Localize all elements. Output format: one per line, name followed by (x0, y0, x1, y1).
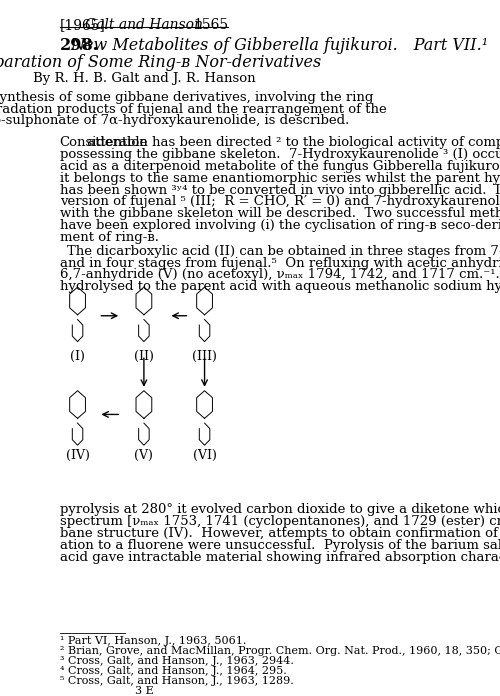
Text: ⁵ Cross, Galt, and Hanson, J., 1963, 1289.: ⁵ Cross, Galt, and Hanson, J., 1963, 128… (60, 676, 294, 686)
Text: Galt and Hanson: Galt and Hanson (85, 18, 203, 32)
Text: possessing the gibbane skeleton.  7-Hydroxykaurenolide ³ (I) occurs along with g: possessing the gibbane skeleton. 7-Hydro… (60, 148, 500, 161)
Text: ¹ Part VI, Hanson, J., 1963, 5061.: ¹ Part VI, Hanson, J., 1963, 5061. (60, 636, 246, 647)
Text: hydrolysed to the parent acid with aqueous methanolic sodium hydroxide whilst on: hydrolysed to the parent acid with aqueo… (60, 280, 500, 293)
Text: 6,7-anhydride (V) (no acetoxyl), νₘₐₓ 1794, 1742, and 1717 cm.⁻¹.  The anhydride: 6,7-anhydride (V) (no acetoxyl), νₘₐₓ 17… (60, 269, 500, 281)
Text: (III): (III) (192, 350, 217, 363)
Text: pyrolysis at 280° it evolved carbon dioxide to give a diketone which, from its i: pyrolysis at 280° it evolved carbon diox… (60, 503, 500, 516)
Text: ² Brian, Grove, and MacMillan, Progr. Chem. Org. Nat. Prod., 1960, 18, 350; Grov: ² Brian, Grove, and MacMillan, Progr. Ch… (60, 647, 500, 656)
Text: (IV): (IV) (66, 449, 90, 462)
Text: spectrum [νₘₐₓ 1753, 1741 (cyclopentanones), and 1729 (ester) cm.⁻¹], must have : spectrum [νₘₐₓ 1753, 1741 (cyclopentanon… (60, 515, 500, 528)
Text: ation to a fluorene were unsuccessful.  Pyrolysis of the barium salt of the dica: ation to a fluorene were unsuccessful. P… (60, 539, 500, 552)
Text: 298.: 298. (60, 38, 99, 54)
Text: closure of degradation products of fujenal and the rearrangement of the: closure of degradation products of fujen… (0, 102, 387, 116)
Text: (V): (V) (134, 449, 154, 462)
Text: it belongs to the same enantiomorphic series whilst the parent hydrocarbon, (−)-: it belongs to the same enantiomorphic se… (60, 172, 500, 184)
Text: ment of ring-ʙ.: ment of ring-ʙ. (60, 231, 158, 244)
Text: acid gave intractable material showing infrared absorption characteristic of a f: acid gave intractable material showing i… (60, 551, 500, 564)
Text: and in four stages from fujenal.⁵  On refluxing with acetic anhydride it formed : and in four stages from fujenal.⁵ On ref… (60, 257, 500, 269)
Text: [1965]: [1965] (60, 18, 106, 32)
Text: New Metabolites of Gibberella fujikuroi. Part VII.¹ The: New Metabolites of Gibberella fujikuroi.… (70, 38, 500, 54)
Text: bane structure (IV).  However, attempts to obtain confirmation of this by dehydr: bane structure (IV). However, attempts t… (60, 527, 500, 540)
Text: ³ Cross, Galt, and Hanson, J., 1963, 2944.: ³ Cross, Galt, and Hanson, J., 1963, 294… (60, 656, 294, 666)
Text: (I): (I) (70, 350, 85, 363)
Text: has been shown ³ʸ⁴ to be converted in vivo into gibberellic acid.  In this Paper: has been shown ³ʸ⁴ to be converted in vi… (60, 184, 500, 196)
Text: The dicarboxylic acid (II) can be obtained in three stages from 7-hydroxykaureno: The dicarboxylic acid (II) can be obtain… (66, 245, 500, 258)
Text: Considerable: Considerable (60, 136, 148, 149)
Text: The partial synthesis of some gibbane derivatives, involving the ring: The partial synthesis of some gibbane de… (0, 90, 373, 104)
Text: acid as a diterpenoid metabolite of the fungus Gibberella fujikuroi ACC 917.  Fu: acid as a diterpenoid metabolite of the … (60, 160, 500, 173)
Text: tolueno-p-sulphonate of 7α-hydroxykaurenolide, is described.: tolueno-p-sulphonate of 7α-hydroxykauren… (0, 114, 350, 127)
Text: attention has been directed ² to the biological activity of compounds: attention has been directed ² to the bio… (83, 136, 500, 149)
Text: 1565: 1565 (193, 18, 228, 32)
Text: with the gibbane skeleton will be described.  Two successful methods of ring con: with the gibbane skeleton will be descri… (60, 207, 500, 220)
Text: (VI): (VI) (192, 449, 216, 462)
Text: version of fujenal ⁵ (III;  R = CHO, R′ = 0) and 7-hydroxykaurenolide into compo: version of fujenal ⁵ (III; R = CHO, R′ =… (60, 196, 500, 208)
Text: ⁴ Cross, Galt, and Hanson, J., 1964, 295.: ⁴ Cross, Galt, and Hanson, J., 1964, 295… (60, 666, 286, 676)
Text: By R. H. B. Galt and J. R. Hanson: By R. H. B. Galt and J. R. Hanson (32, 72, 255, 85)
Text: have been explored involving (i) the cyclisation of ring-ʙ seco-derivatives, and: have been explored involving (i) the cyc… (60, 219, 500, 232)
Text: Preparation of Some Ring-ʙ Nor-derivatives: Preparation of Some Ring-ʙ Nor-derivativ… (0, 54, 322, 71)
Text: (II): (II) (134, 350, 154, 363)
Text: 3 E: 3 E (134, 686, 154, 696)
